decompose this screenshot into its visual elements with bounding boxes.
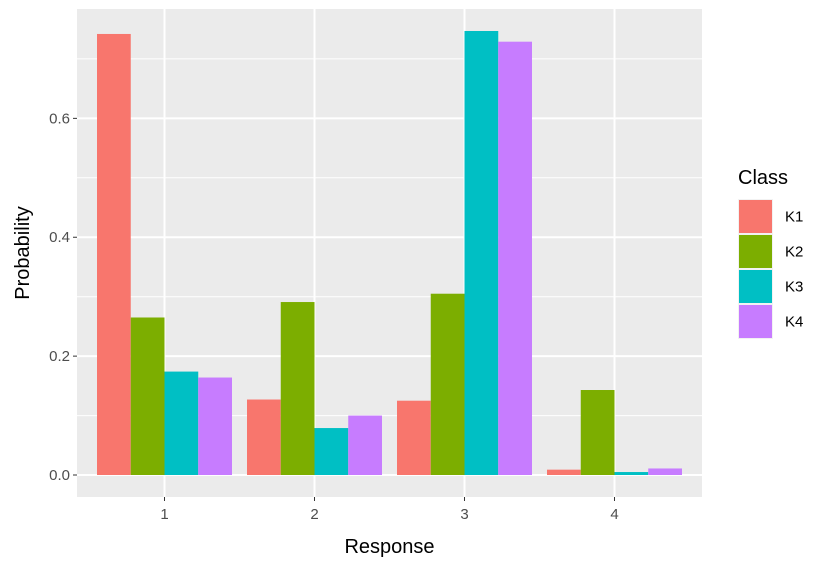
legend-label-k3: K3 [785, 279, 803, 296]
y-axis: 0.0 0.2 0.4 0.6 [49, 110, 77, 484]
legend-swatch-k3 [739, 270, 772, 303]
bar-k3-2 [314, 428, 349, 476]
bar-k4-2 [348, 415, 382, 476]
bar-k4-1 [198, 377, 232, 476]
x-tick-label: 1 [160, 506, 168, 523]
bars [97, 30, 682, 476]
bar-k2-1 [130, 317, 165, 476]
bar-k3-3 [464, 30, 499, 476]
legend-swatch-k4 [739, 305, 772, 338]
legend-swatch-k1 [739, 200, 772, 233]
bar-k2-3 [430, 293, 465, 476]
bar-k4-3 [498, 41, 532, 476]
bar-k2-2 [280, 302, 315, 476]
bar-k1-4 [547, 469, 581, 476]
bar-k2-4 [580, 390, 615, 476]
bar-k3-4 [614, 472, 649, 476]
bar-k4-4 [648, 468, 682, 476]
legend-swatch-k2 [739, 235, 772, 268]
y-tick-label: 0.0 [49, 467, 70, 484]
x-tick-label: 2 [310, 506, 318, 523]
y-tick-label: 0.6 [49, 110, 70, 127]
y-tick-label: 0.2 [49, 348, 70, 365]
y-tick-label: 0.4 [49, 229, 70, 246]
legend-label-k4: K4 [785, 314, 803, 331]
legend-label-k1: K1 [785, 209, 803, 226]
y-axis-title: Probability [12, 206, 34, 299]
bar-k1-1 [97, 33, 131, 476]
x-axis: 1 2 3 4 [160, 497, 619, 523]
x-tick-label: 3 [460, 506, 468, 523]
x-axis-title: Response [344, 536, 434, 558]
x-tick-label: 4 [610, 506, 618, 523]
bar-k1-2 [247, 399, 281, 476]
legend-label-k2: K2 [785, 244, 803, 261]
legend-title: Class [738, 167, 788, 189]
legend: Class K1 K2 K3 K4 [738, 167, 803, 339]
bar-k3-1 [164, 371, 199, 476]
bar-k1-3 [397, 400, 431, 476]
